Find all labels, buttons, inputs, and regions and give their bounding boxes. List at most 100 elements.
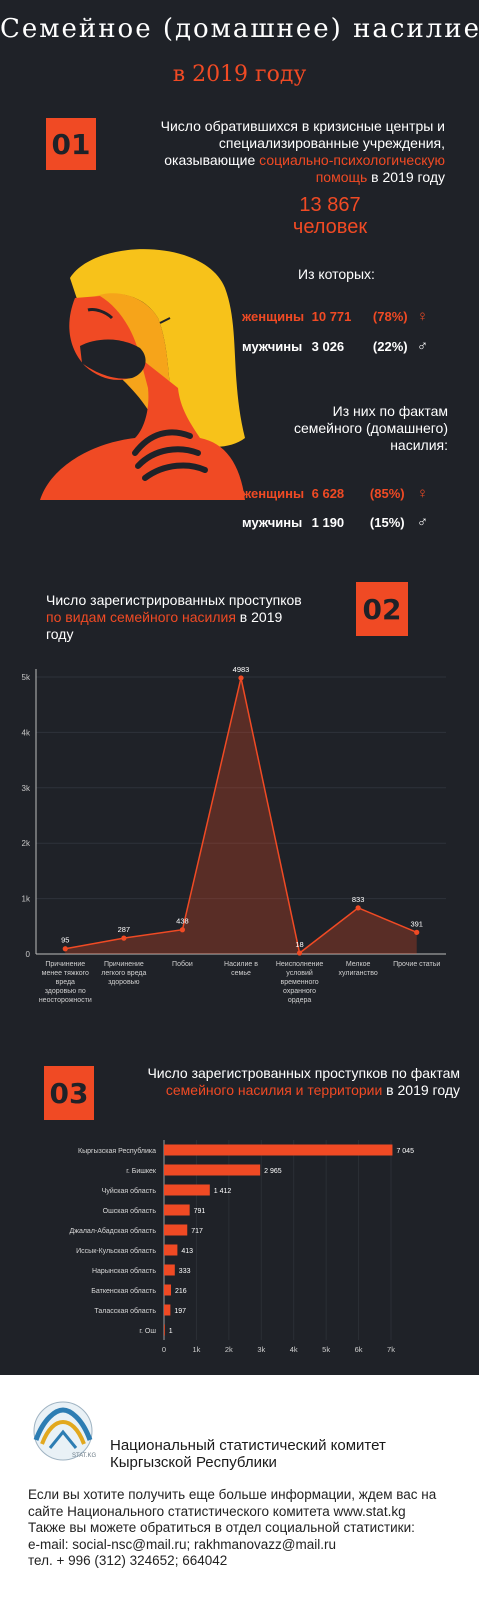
- data-point: [179, 927, 186, 933]
- logo-text: STAT.KG: [72, 1453, 96, 1459]
- x-tick-label-line: здоровью по: [45, 988, 86, 995]
- section1-total: 13 867 человек: [270, 194, 390, 238]
- data-label: 1: [169, 1328, 173, 1335]
- data-label: 1 412: [214, 1188, 232, 1195]
- y-tick-label: 3k: [22, 784, 31, 793]
- section3-heading: Число зарегистрованных проступков по фак…: [100, 1065, 460, 1099]
- y-tick-label: 1k: [22, 895, 31, 904]
- category-label: Баткенская область: [91, 1287, 156, 1295]
- women-label: женщины: [242, 309, 305, 324]
- section3-text-2: в 2019 году: [382, 1082, 460, 1098]
- dv-men-pct: (15%): [369, 515, 405, 530]
- women-pct: (78%): [372, 309, 408, 324]
- y-tick-label: 4k: [22, 728, 31, 737]
- x-tick-label: 2k: [225, 1345, 233, 1354]
- data-label: 438: [176, 917, 189, 926]
- y-tick-label: 0: [26, 950, 31, 959]
- female-icon: ♀: [416, 485, 429, 502]
- women-value: 10 771: [311, 309, 352, 324]
- series-area: [65, 677, 417, 954]
- y-tick-label: 2k: [22, 839, 31, 848]
- section2-text-highlight: по видам семейного насилия: [46, 609, 236, 625]
- bar: [164, 1184, 210, 1196]
- x-tick-label-line: менее тяжкого: [42, 970, 89, 977]
- x-tick-label-line: охранного: [283, 988, 316, 995]
- x-tick-label-line: неосторожности: [39, 997, 92, 1004]
- section2-text-2: в 2019 году: [46, 609, 283, 642]
- section3-text-highlight: семейного насилия и территории: [165, 1082, 383, 1098]
- section1-total-value: 13 867: [299, 194, 361, 216]
- section1-number: 01: [46, 118, 96, 170]
- female-icon: ♀: [416, 308, 429, 325]
- section1-heading: Число обратившихся в кризисные центры и …: [130, 118, 445, 186]
- data-label: 7 045: [396, 1148, 414, 1155]
- data-label: 197: [174, 1308, 186, 1315]
- dv-men-label: мужчины: [242, 515, 303, 530]
- dv-men-value: 1 190: [311, 515, 345, 530]
- section2-text-1: Число зарегистрированных проступков: [46, 592, 302, 608]
- women-stat: женщины 10 771 (78%) ♀: [242, 308, 428, 325]
- data-label: 833: [352, 895, 365, 904]
- x-tick-label: 5k: [322, 1345, 330, 1354]
- area-chart: 0 1k 2k 3k 4k 5k 95 287 438 4983 18 833 391 Причинени…: [22, 665, 446, 1004]
- contact-block: Если вы хотите получить еще больше инфор…: [28, 1487, 468, 1570]
- category-label: Чуйская область: [102, 1187, 157, 1195]
- dv-women-stat: женщины 6 628 (85%) ♀: [242, 485, 428, 502]
- dv-women-value: 6 628: [311, 486, 345, 501]
- x-tick-label: Причинение легкого вреда здоровью: [101, 961, 146, 986]
- org-line1: Национальный статистический комитет: [110, 1437, 386, 1454]
- x-tick-label-line: Причинение: [45, 961, 85, 968]
- x-tick-label-line: условий: [286, 969, 313, 977]
- data-label: 287: [118, 925, 131, 934]
- section1-text-highlight: социально-психологическую помощь: [259, 152, 445, 185]
- bar: [164, 1204, 190, 1216]
- x-tick-label: 6k: [355, 1345, 363, 1354]
- section1-total-unit: человек: [292, 216, 368, 238]
- x-tick-label-line: вреда: [56, 979, 75, 986]
- contact-phones: тел. + 996 (312) 324652; 664042: [28, 1553, 228, 1568]
- contact-line-2: Также вы можете обратиться в отдел социа…: [28, 1520, 415, 1535]
- x-tick-label: 3k: [257, 1345, 265, 1354]
- x-tick-label-line: семье: [231, 970, 251, 977]
- bar: [164, 1324, 165, 1336]
- men-label: мужчины: [242, 339, 303, 354]
- bar: [164, 1304, 171, 1316]
- x-tick-label: Причинение менее тяжкого вреда здоровью по н…: [39, 961, 92, 1004]
- contact-line-1: Если вы хотите получить еще больше инфор…: [28, 1487, 437, 1519]
- category-label: Иссык-Кульская область: [76, 1247, 156, 1255]
- x-tick-label: Насилие в семье: [224, 961, 258, 977]
- dv-women-label: женщины: [242, 486, 305, 501]
- data-label: 216: [175, 1288, 187, 1295]
- bar: [164, 1264, 175, 1276]
- bar: [164, 1144, 393, 1156]
- x-tick-label: 0: [162, 1345, 166, 1354]
- category-label: Таласская область: [94, 1307, 156, 1315]
- dv-women-pct: (85%): [369, 486, 405, 501]
- bar: [164, 1224, 188, 1236]
- male-icon: ♂: [416, 338, 429, 355]
- men-pct: (22%): [372, 339, 408, 354]
- category-label: Кыргызская Республика: [78, 1147, 156, 1155]
- section1-text-2: в 2019 году: [367, 169, 445, 185]
- x-tick-label: Неисполнение условий временного охранного ор…: [276, 961, 324, 1004]
- x-tick-label-line: хулиганство: [339, 970, 378, 977]
- data-label: 18: [295, 940, 303, 949]
- x-tick-label: Прочие статьи: [393, 961, 440, 968]
- section3-number: 03: [44, 1066, 94, 1120]
- org-name: Национальный статистический комитет Кырг…: [110, 1437, 386, 1471]
- x-tick-label-line: Неисполнение: [276, 961, 324, 968]
- data-label: 717: [191, 1228, 203, 1235]
- data-point: [355, 905, 361, 911]
- bar-chart: 0 1k 2k 3k 4k 5k 6k 7k Кыргызская Республика 7 04…: [70, 1140, 414, 1354]
- woman-illustration: [40, 249, 245, 500]
- bar: [164, 1244, 178, 1256]
- men-stat: мужчины 3 026 (22%) ♂: [242, 338, 428, 355]
- section1-text-1: Число обратившихся в кризисные центры и …: [160, 118, 445, 168]
- x-tick-label-line: Мелкое: [346, 961, 371, 968]
- male-icon: ♂: [416, 514, 429, 531]
- section3-text-1: Число зарегистрованных проступков по фак…: [147, 1065, 460, 1081]
- data-point: [296, 950, 303, 956]
- data-point: [62, 946, 68, 952]
- x-tick-label-line: временного: [281, 979, 319, 986]
- x-tick-label-line: Причинение: [104, 961, 144, 968]
